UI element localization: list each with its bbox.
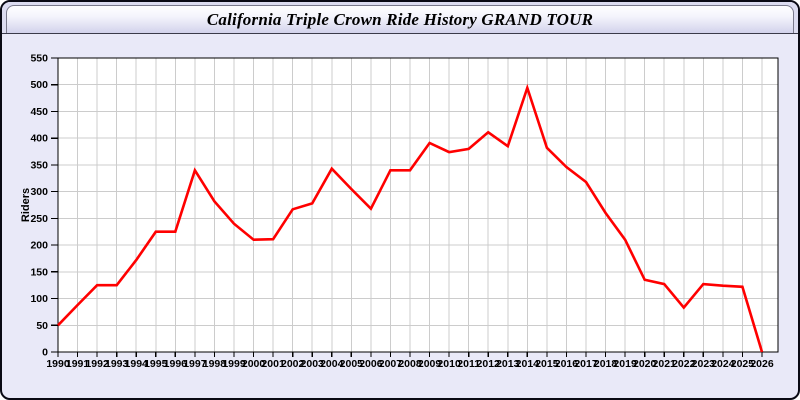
x-tick-label: 2012: [477, 358, 501, 367]
x-tick-label: 2016: [555, 358, 579, 367]
x-tick-label: 1994: [125, 358, 149, 367]
plot-border: [57, 57, 779, 353]
x-tick-label: 2015: [535, 358, 559, 367]
y-tick-label: 250: [30, 213, 48, 225]
x-tick-label: 2004: [320, 358, 344, 367]
y-tick-label: 100: [30, 293, 48, 305]
x-tick-label: 1995: [144, 358, 168, 367]
x-tick-label: 2022: [672, 358, 696, 367]
x-tick-label: 1999: [222, 358, 246, 367]
y-tick-label: 0: [42, 347, 48, 359]
y-tick-label: 350: [30, 159, 48, 171]
x-tick-label: 2001: [261, 358, 285, 367]
x-tick-label: 1996: [164, 358, 188, 367]
x-tick-label: 2021: [653, 358, 677, 367]
x-tick-label: 1997: [183, 358, 207, 367]
x-tick-label: 2026: [750, 358, 774, 367]
x-tick-label: 2024: [711, 358, 735, 367]
x-tick-label: 2023: [692, 358, 716, 367]
x-tick-label: 2013: [496, 358, 520, 367]
plot-area: [58, 58, 778, 352]
riders-series-line: [57, 83, 764, 353]
x-tick-label: 2017: [574, 358, 598, 367]
x-tick-label: 2000: [242, 358, 266, 367]
title-box: California Triple Crown Ride History GRA…: [6, 5, 794, 33]
y-tick-label: 200: [30, 240, 48, 252]
x-tick-label: 1992: [85, 358, 109, 367]
x-tick-label: 2005: [340, 358, 364, 367]
x-tick-label: 2003: [301, 358, 325, 367]
y-tick-label: 300: [30, 186, 48, 198]
x-tick-label: 1991: [66, 358, 90, 367]
x-tick-label: 2007: [379, 358, 403, 367]
x-tick-label: 2025: [731, 358, 755, 367]
x-tick-label: 2002: [281, 358, 305, 367]
x-tick-label: 1993: [105, 358, 129, 367]
x-tick-label: 2020: [633, 358, 657, 367]
y-tick-label: 450: [30, 106, 48, 118]
y-tick-label: 500: [30, 79, 48, 91]
ride-history-line-chart: 1990199119921993199419951996199719981999…: [30, 53, 779, 367]
y-tick-label: 550: [30, 53, 48, 65]
title-bar: California Triple Crown Ride History GRA…: [2, 2, 798, 34]
x-tick-label: 2006: [359, 358, 383, 367]
y-tick-label: 400: [30, 133, 48, 145]
y-tick-label: 50: [36, 320, 48, 332]
y-tick-label: 150: [30, 266, 48, 278]
x-tick-label: 1990: [46, 358, 70, 367]
x-tick-label: 2019: [613, 358, 637, 367]
page-title: California Triple Crown Ride History GRA…: [206, 9, 594, 29]
x-tick-label: 1998: [203, 358, 227, 367]
x-tick-label: 2009: [418, 358, 442, 367]
x-tick-label: 2008: [398, 358, 422, 367]
y-axis-label: Riders: [20, 187, 32, 223]
x-tick-label: 2010: [437, 358, 461, 367]
x-tick-label: 2014: [516, 358, 540, 367]
x-tick-label: 2018: [594, 358, 618, 367]
x-tick-label: 2011: [457, 358, 480, 367]
